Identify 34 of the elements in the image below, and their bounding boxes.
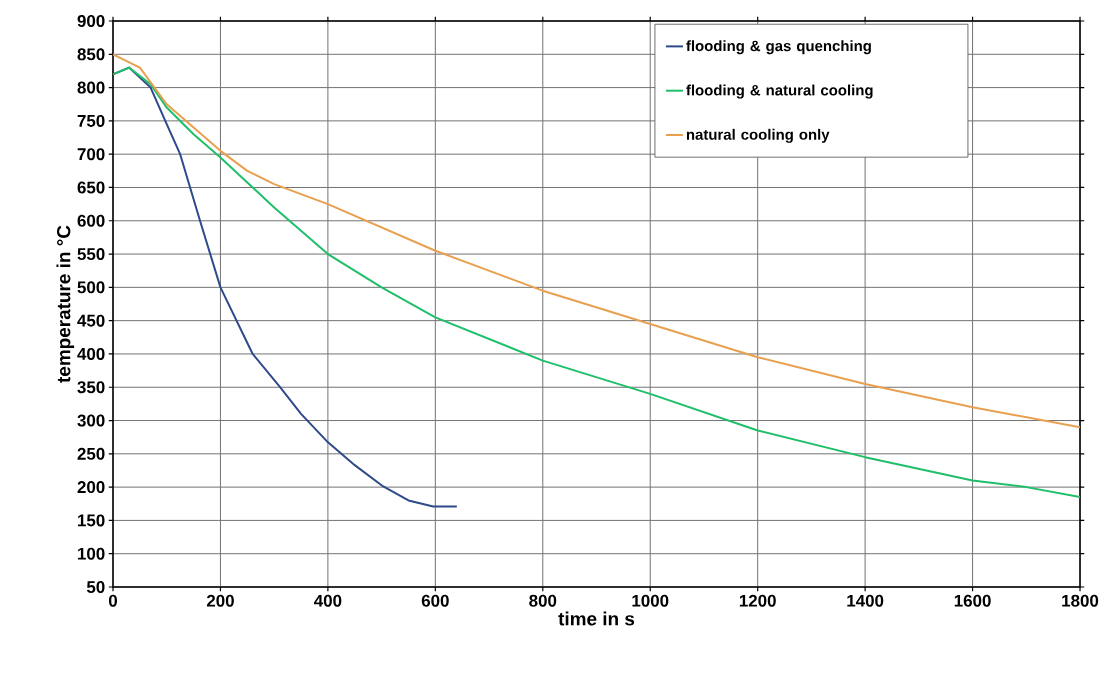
y-tick-label: 200 xyxy=(77,481,105,494)
y-tick-label: 800 xyxy=(77,81,105,94)
legend-label: flooding & natural cooling xyxy=(686,84,873,99)
legend-label: flooding & gas quenching xyxy=(686,40,871,55)
x-tick-label: 800 xyxy=(529,594,557,607)
x-tick-label: 600 xyxy=(421,594,449,607)
x-tick-label: 1400 xyxy=(847,594,884,607)
y-tick-label: 600 xyxy=(77,214,105,227)
legend-label: natural cooling only xyxy=(686,128,830,143)
y-tick-label: 450 xyxy=(77,314,105,327)
y-tick-label: 350 xyxy=(77,381,105,394)
x-tick-label: 400 xyxy=(314,594,342,607)
x-tick-label: 1200 xyxy=(739,594,776,607)
y-tick-label: 900 xyxy=(77,15,105,28)
y-axis-title: temperature in °C xyxy=(56,225,75,383)
x-tick-label: 200 xyxy=(206,594,234,607)
y-tick-label: 650 xyxy=(77,181,105,194)
y-tick-label: 750 xyxy=(77,114,105,127)
x-axis-title: time in s xyxy=(558,611,635,626)
y-tick-label: 300 xyxy=(77,414,105,427)
y-tick-label: 250 xyxy=(77,447,105,460)
y-tick-label: 150 xyxy=(78,514,105,527)
y-tick-label: 550 xyxy=(77,248,105,261)
y-tick-label: 500 xyxy=(77,281,105,294)
x-tick-label: 0 xyxy=(108,594,118,607)
x-tick-label: 1800 xyxy=(1062,594,1099,607)
y-tick-label: 850 xyxy=(77,48,105,61)
x-tick-label: 1600 xyxy=(954,594,991,607)
y-tick-label: 400 xyxy=(77,347,105,360)
y-tick-label: 100 xyxy=(78,547,105,560)
line-series xyxy=(113,66,1081,499)
x-tick-label: 1000 xyxy=(632,594,669,607)
y-tick-label: 50 xyxy=(86,581,105,593)
y-tick-label: 700 xyxy=(77,148,105,161)
